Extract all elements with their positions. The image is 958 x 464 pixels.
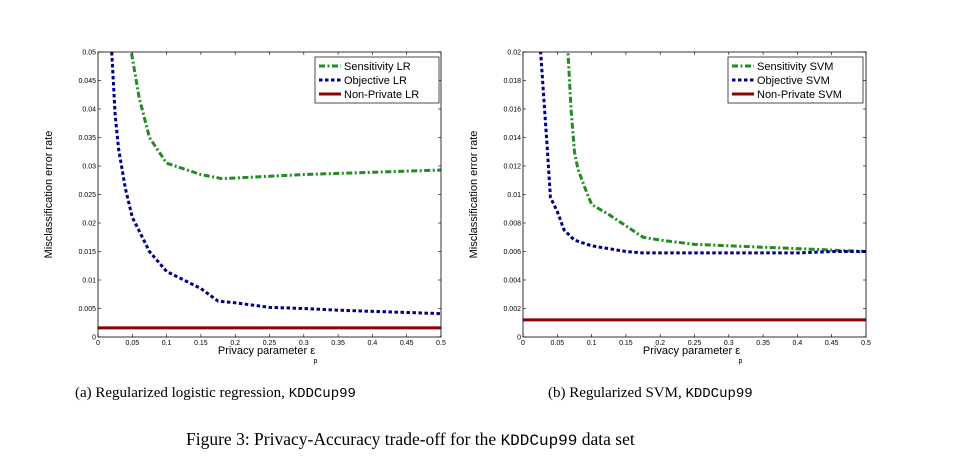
x-tick-label: 0.4 xyxy=(793,340,803,347)
y-tick-label: 0.01 xyxy=(507,192,521,199)
y-tick-label: 0.014 xyxy=(503,135,521,142)
y-tick-label: 0.025 xyxy=(78,192,96,199)
x-tick-label: 0.5 xyxy=(436,340,446,347)
chart-logistic-regression: 0 0.05 0.1 0.15 0.2 0.25 0.3 0.35 0.4 0.45 0.5 0 0.0… xyxy=(43,50,446,366)
y-tick-label: 0.05 xyxy=(82,50,96,57)
y-tick-label: 0.01 xyxy=(82,278,96,285)
series-line-objective-svm xyxy=(539,52,866,255)
y-axis-label: Misclassification error rate xyxy=(43,131,55,259)
legend-label: Objective SVM xyxy=(757,75,830,87)
x-tick-label: 0.35 xyxy=(331,340,345,347)
figure-caption: Figure 3: Privacy-Accuracy trade-off for… xyxy=(186,429,635,450)
y-tick-label: 0.016 xyxy=(503,107,521,114)
x-tick-label: 0.35 xyxy=(756,340,770,347)
caption-b: (b) Regularized SVM, KDDCup99 xyxy=(548,385,753,402)
x-tick-label: 0.2 xyxy=(230,340,240,347)
x-tick-label: 0.05 xyxy=(125,340,139,347)
x-tick-label: 0.1 xyxy=(587,340,597,347)
y-tick-label: 0.035 xyxy=(78,135,96,142)
y-tick-label: 0.002 xyxy=(503,306,521,313)
y-tick-label: 0.03 xyxy=(82,164,96,171)
y-tick-label: 0.004 xyxy=(503,278,521,285)
y-tick-label: 0.04 xyxy=(82,107,96,114)
y-tick-label: 0.018 xyxy=(503,78,521,85)
chart-svm: 0 0.05 0.1 0.15 0.2 0.25 0.3 0.35 0.4 0.45 0.5 0 0.0… xyxy=(468,50,871,366)
y-axis-label: Misclassification error rate xyxy=(468,131,480,259)
series-line-objective-lr xyxy=(110,52,441,316)
legend: Sensitivity SVM Objective SVM Non-Private … xyxy=(727,56,864,104)
y-tick-label: 0.006 xyxy=(503,249,521,256)
x-tick-label: 0.3 xyxy=(724,340,734,347)
x-tick-label: 0 xyxy=(521,340,525,347)
legend-label: Objective LR xyxy=(344,75,407,87)
x-tick-label: 0.45 xyxy=(825,340,839,347)
x-tick-label: 0.45 xyxy=(400,340,414,347)
x-tick-label: 0 xyxy=(96,340,100,347)
series-line-sensitivity-svm xyxy=(566,52,866,253)
x-tick-label: 0.2 xyxy=(655,340,665,347)
y-tick-label: 0.015 xyxy=(78,249,96,256)
caption-a: (a) Regularized logistic regression, KDD… xyxy=(75,385,356,402)
x-tick-label: 0.25 xyxy=(263,340,277,347)
x-tick-label: 0.1 xyxy=(162,340,172,347)
x-axis-label: Privacy parameter ε xyxy=(218,345,315,357)
y-tick-label: 0 xyxy=(92,335,96,342)
x-tick-label: 0.15 xyxy=(619,340,633,347)
x-axis-label-subscript: p xyxy=(739,358,743,365)
legend: Sensitivity LR Objective LR Non-Private LR xyxy=(314,56,440,104)
x-tick-label: 0.4 xyxy=(368,340,378,347)
y-tick-label: 0.02 xyxy=(507,50,521,57)
x-tick-label: 0.25 xyxy=(688,340,702,347)
x-tick-label: 0.15 xyxy=(194,340,208,347)
x-axis-label-subscript: p xyxy=(314,358,318,365)
legend-label: Sensitivity SVM xyxy=(757,61,833,73)
x-tick-label: 0.3 xyxy=(299,340,309,347)
x-tick-label: 0.5 xyxy=(861,340,871,347)
x-tick-label: 0.05 xyxy=(550,340,564,347)
x-axis-label: Privacy parameter ε xyxy=(643,345,740,357)
y-tick-label: 0 xyxy=(517,335,521,342)
y-tick-label: 0.012 xyxy=(503,164,521,171)
y-tick-label: 0.045 xyxy=(78,78,96,85)
y-tick-label: 0.008 xyxy=(503,221,521,228)
y-tick-label: 0.005 xyxy=(78,306,96,313)
legend-label: Non-Private LR xyxy=(344,89,419,101)
y-tick-label: 0.02 xyxy=(82,221,96,228)
legend-label: Non-Private SVM xyxy=(757,89,842,101)
legend-label: Sensitivity LR xyxy=(344,61,411,73)
